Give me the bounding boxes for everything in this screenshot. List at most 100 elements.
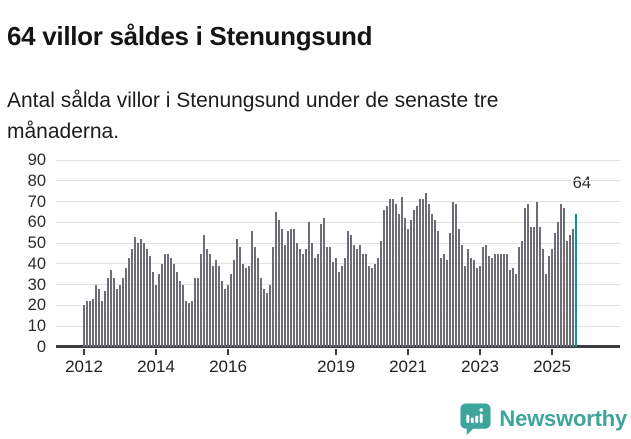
bar <box>100 301 104 347</box>
y-axis-tick-label: 40 <box>27 254 46 273</box>
bar <box>265 292 269 347</box>
bar <box>139 238 143 347</box>
x-tick-label: 2014 <box>137 357 175 376</box>
bar <box>460 245 464 347</box>
bar <box>340 265 344 347</box>
bar <box>394 203 398 347</box>
bar <box>349 234 353 347</box>
bar <box>421 199 425 347</box>
bar <box>142 243 146 347</box>
bar <box>457 228 461 347</box>
bar-chart: 0 10 20 30 40 50 60 70 80 90 64 2012 2014 2016 2019 2… <box>0 151 620 376</box>
bar <box>121 278 125 347</box>
bar <box>319 224 323 347</box>
bar <box>310 243 314 347</box>
page-title: 64 villor såldes i Stenungsund <box>7 21 373 52</box>
bar <box>550 249 554 347</box>
bar <box>136 243 140 347</box>
bar <box>112 278 116 347</box>
bar <box>82 305 86 347</box>
bar <box>160 263 164 347</box>
bar <box>211 265 215 347</box>
bar <box>442 253 446 347</box>
bar <box>292 228 296 347</box>
x-tick-label: 2025 <box>533 357 571 376</box>
y-axis-tick-label: 70 <box>27 192 46 211</box>
bar <box>187 303 191 347</box>
bar <box>379 241 383 347</box>
bar <box>499 253 503 347</box>
newsworthy-logo-icon <box>460 403 491 436</box>
bar <box>214 259 218 347</box>
gridline <box>56 221 620 223</box>
bar <box>481 247 485 347</box>
bar <box>184 301 188 347</box>
bar <box>466 249 470 347</box>
bar <box>262 288 266 347</box>
bar <box>280 228 284 347</box>
bar <box>541 249 545 347</box>
bar <box>505 253 509 347</box>
bar <box>529 226 533 347</box>
bar <box>199 253 203 347</box>
bar <box>118 284 122 347</box>
bar <box>127 257 131 347</box>
bar <box>148 255 152 347</box>
bar <box>553 232 557 347</box>
bar <box>208 253 212 347</box>
bar <box>418 199 422 347</box>
bar <box>304 249 308 347</box>
bar <box>316 253 320 347</box>
bar <box>238 247 242 347</box>
bar <box>373 263 377 347</box>
bar <box>220 280 224 347</box>
bar <box>250 230 254 347</box>
bar <box>424 193 428 347</box>
bar <box>202 234 206 347</box>
plot-area: 64 2012 2014 2016 2019 2021 2023 2025 <box>56 159 620 376</box>
bar <box>385 205 389 347</box>
value-annotation: 64 <box>572 174 591 192</box>
newsworthy-brand-text: Newsworthy <box>499 406 627 431</box>
bar <box>289 228 293 347</box>
bar <box>544 274 548 347</box>
bar <box>478 265 482 347</box>
y-axis: 0 10 20 30 40 50 60 70 80 90 <box>0 151 46 356</box>
bar <box>307 222 311 347</box>
bar <box>178 280 182 347</box>
bar <box>163 253 167 347</box>
bar <box>397 214 401 347</box>
bar <box>190 301 194 347</box>
y-axis-tick-label: 60 <box>27 213 46 232</box>
bar <box>328 247 332 347</box>
bar <box>514 274 518 347</box>
bar <box>526 203 530 347</box>
bar <box>436 230 440 347</box>
x-tick <box>551 349 553 355</box>
bar <box>298 249 302 347</box>
bar <box>274 211 278 347</box>
bar <box>223 288 227 347</box>
bar <box>286 230 290 347</box>
bar <box>547 255 551 347</box>
x-tick <box>335 349 337 355</box>
bar <box>412 209 416 347</box>
y-axis-tick-label: 10 <box>27 317 46 336</box>
bar <box>562 207 566 347</box>
bar <box>301 253 305 347</box>
bar <box>361 253 365 347</box>
x-tick <box>227 349 229 355</box>
bar <box>430 214 434 347</box>
newsworthy-logo[interactable]: Newsworthy <box>459 401 627 437</box>
bar <box>532 226 536 347</box>
bar <box>151 272 155 347</box>
bar <box>193 278 197 347</box>
bar <box>391 199 395 347</box>
bar <box>571 228 575 347</box>
bar <box>331 261 335 347</box>
bar <box>115 288 119 347</box>
bar <box>409 220 413 347</box>
bar <box>484 245 488 347</box>
bar <box>433 220 437 347</box>
bar <box>334 257 338 347</box>
